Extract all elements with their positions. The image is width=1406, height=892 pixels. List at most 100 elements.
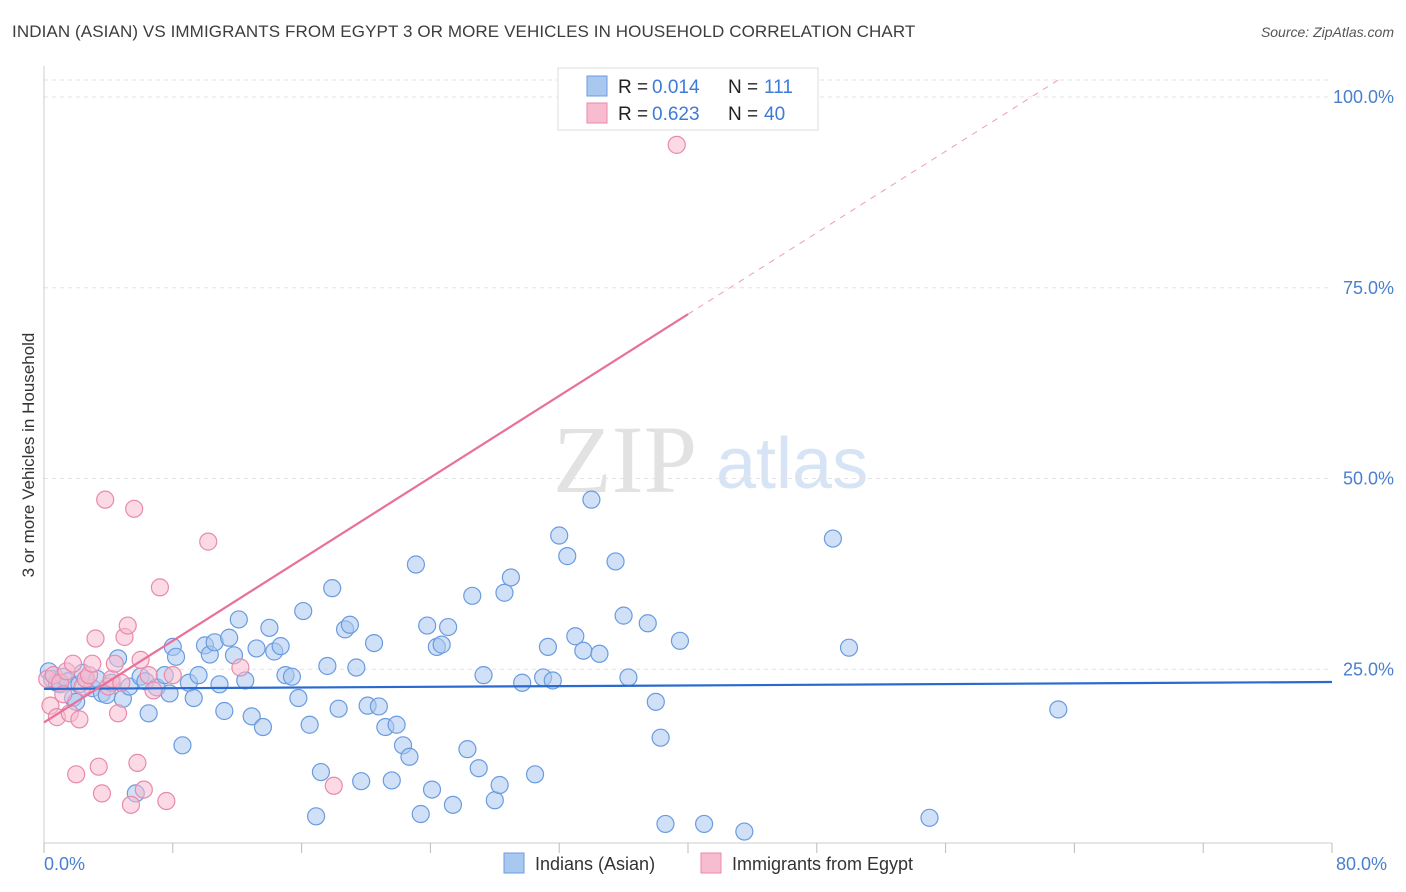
point-indians-53	[311, 762, 331, 782]
trend-extension-1	[687, 79, 1059, 315]
point-indians-95	[590, 644, 609, 663]
point-egypt-16	[89, 757, 108, 776]
y-axis-label: 3 or more Vehicles in Household	[19, 333, 38, 578]
point-indians-69	[406, 555, 426, 574]
point-indians-81	[485, 791, 504, 810]
point-indians-104	[694, 814, 714, 834]
point-indians-90	[550, 526, 569, 545]
x-tick-min: 0.0%	[44, 854, 85, 874]
point-indians-101	[651, 728, 670, 747]
point-indians-91	[558, 547, 577, 566]
point-egypt-32	[144, 681, 163, 700]
trend-line-1	[43, 313, 689, 724]
point-egypt-15	[86, 629, 105, 648]
watermark-atlas: atlas	[716, 424, 868, 504]
point-indians-74	[432, 635, 451, 654]
point-indians-96	[606, 552, 625, 571]
point-egypt-37	[231, 658, 250, 677]
series-egypt-points	[38, 135, 686, 814]
point-indians-41	[242, 707, 261, 726]
trend-lines	[43, 79, 1333, 724]
point-indians-22	[139, 704, 158, 723]
point-egypt-18	[96, 490, 115, 509]
x-ticks	[43, 843, 1333, 853]
point-indians-63	[369, 697, 388, 716]
point-egypt-27	[125, 499, 144, 518]
point-egypt-9	[67, 765, 86, 784]
legend-r-label-2: R =	[618, 104, 648, 125]
point-egypt-39	[667, 135, 686, 154]
legend-n-label-1: N =	[728, 77, 758, 98]
bottom-legend: Indians (Asian) Immigrants from Egypt	[503, 852, 913, 874]
chart-title: INDIAN (ASIAN) VS IMMIGRANTS FROM EGYPT …	[12, 22, 916, 41]
point-indians-60	[352, 772, 371, 791]
point-indians-35	[210, 675, 229, 694]
point-indians-52	[306, 807, 326, 826]
point-indians-59	[347, 658, 366, 677]
point-indians-92	[566, 627, 585, 646]
point-egypt-31	[139, 666, 158, 685]
point-indians-75	[439, 617, 458, 637]
point-indians-71	[418, 616, 437, 635]
grid	[44, 79, 1332, 670]
point-egypt-38	[324, 776, 343, 795]
point-indians-100	[646, 692, 665, 711]
source-label: Source: ZipAtlas.com	[1260, 24, 1394, 40]
point-indians-43	[253, 717, 273, 737]
bottom-legend-egypt: Immigrants from Egypt	[732, 854, 913, 874]
point-egypt-26	[121, 795, 141, 814]
point-indians-102	[656, 814, 675, 834]
trend-line-0	[43, 680, 1333, 690]
point-egypt-28	[128, 753, 147, 772]
point-indians-76	[443, 795, 463, 814]
point-indians-105	[735, 822, 754, 841]
y-tick-labels: 100.0% 75.0% 50.0% 25.0%	[1333, 87, 1394, 679]
point-indians-65	[382, 771, 401, 790]
legend: R = 0.014 N = 111 R = 0.623 N = 40	[557, 67, 819, 131]
point-indians-36	[215, 701, 234, 721]
point-indians-108	[920, 808, 939, 827]
point-egypt-36	[199, 532, 218, 551]
point-egypt-17	[92, 784, 112, 803]
point-egypt-21	[105, 654, 124, 673]
point-indians-94	[582, 490, 601, 509]
point-indians-79	[469, 759, 488, 778]
point-indians-49	[289, 688, 308, 708]
point-indians-97	[614, 606, 633, 625]
point-indians-72	[422, 780, 442, 799]
point-indians-70	[411, 804, 430, 824]
point-indians-66	[387, 715, 406, 734]
point-egypt-8	[63, 654, 83, 673]
point-indians-56	[329, 699, 348, 718]
point-indians-103	[670, 631, 690, 650]
point-egypt-25	[118, 616, 137, 635]
series-indians-points	[39, 490, 1068, 841]
y-tick-label-1: 75.0%	[1343, 278, 1394, 298]
point-indians-31	[189, 666, 208, 685]
point-indians-39	[229, 610, 248, 629]
point-indians-54	[318, 656, 337, 676]
point-egypt-34	[157, 791, 176, 811]
point-indians-62	[364, 633, 384, 653]
point-indians-85	[513, 673, 532, 692]
point-indians-89	[543, 671, 562, 690]
bottom-legend-indians: Indians (Asian)	[535, 854, 655, 874]
point-indians-30	[184, 688, 203, 708]
point-egypt-10	[70, 710, 89, 729]
point-indians-68	[400, 747, 419, 766]
point-indians-58	[340, 615, 359, 634]
point-egypt-33	[150, 578, 170, 597]
point-indians-51	[300, 715, 319, 734]
y-tick-label-0: 100.0%	[1333, 87, 1394, 107]
legend-n-label-2: N =	[728, 104, 758, 125]
y-tick-label-3: 25.0%	[1343, 659, 1394, 679]
point-indians-88	[538, 637, 558, 657]
point-indians-78	[463, 586, 482, 605]
point-indians-46	[271, 637, 290, 656]
point-indians-106	[823, 529, 843, 548]
legend-swatch-indians	[586, 75, 608, 97]
legend-swatch-egypt	[586, 102, 608, 124]
point-indians-109	[1049, 700, 1068, 719]
point-indians-82	[490, 775, 509, 795]
